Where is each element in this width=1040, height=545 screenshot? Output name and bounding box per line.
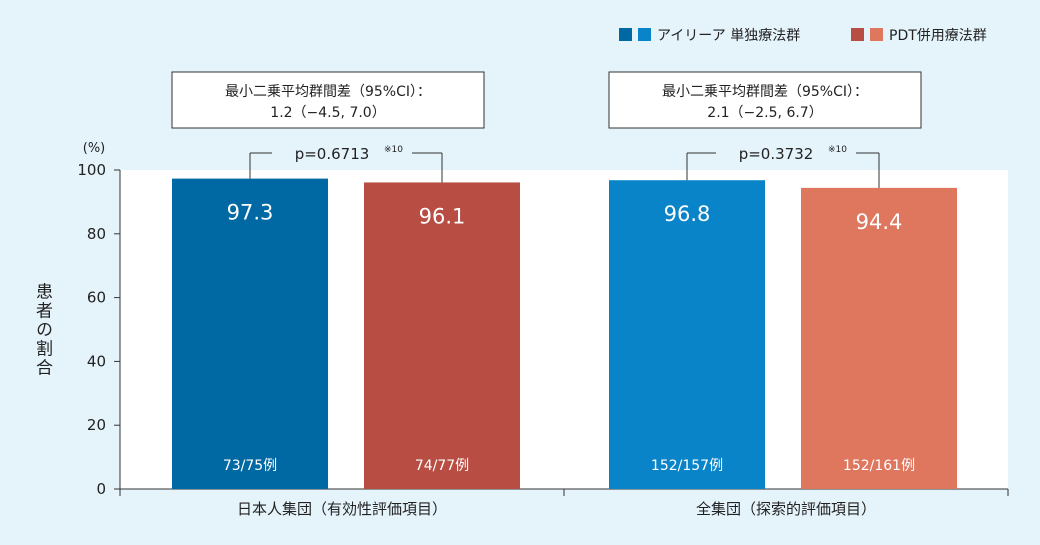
y-axis-title: 患者の割合 [32, 282, 53, 377]
bar-value-label: 96.1 [419, 204, 466, 228]
pvalue-footnote-ref: ※10 [384, 145, 403, 155]
y-tick-label: 80 [87, 225, 106, 243]
bar-count-label: 73/75例 [223, 458, 277, 474]
bar-count-label: 152/161例 [843, 458, 915, 474]
bar-count-label: 74/77例 [415, 458, 469, 474]
bar-count-label: 152/157例 [651, 458, 723, 474]
difference-note-line1: 最小二乗平均群間差（95%CI）： [662, 84, 868, 100]
legend-swatch [851, 28, 864, 41]
x-category-label: 全集団（探索的評価項目） [696, 500, 876, 518]
legend-label: PDT併用療法群 [889, 27, 987, 44]
bar-value-label: 97.3 [227, 201, 274, 225]
bar [801, 187, 957, 489]
legend-swatch [638, 28, 651, 41]
bar [364, 182, 520, 490]
y-tick-label: 60 [87, 289, 106, 307]
x-category-label: 日本人集団（有効性評価項目） [237, 500, 447, 518]
difference-note-line2: 2.1（−2.5, 6.7） [707, 105, 822, 121]
difference-note-line1: 最小二乗平均群間差（95%CI）： [225, 84, 431, 100]
y-tick-label: 100 [77, 161, 106, 179]
y-tick-label: 40 [87, 352, 106, 370]
legend-swatch [619, 28, 632, 41]
y-tick-label: 20 [87, 416, 106, 434]
y-unit-label: (%) [83, 141, 106, 156]
difference-note-box [171, 71, 485, 129]
bar-value-label: 94.4 [856, 210, 903, 234]
legend-label: アイリーア 単独療法群 [657, 27, 800, 44]
y-tick-label: 0 [96, 480, 106, 498]
pvalue-footnote-ref: ※10 [828, 145, 847, 155]
pvalue-label: p=0.6713 [295, 145, 370, 163]
bar [609, 180, 765, 489]
bar-value-label: 96.8 [664, 202, 711, 226]
legend-swatch [870, 28, 883, 41]
bar [172, 178, 328, 489]
pvalue-label: p=0.3732 [739, 145, 814, 163]
difference-note-line2: 1.2（−4.5, 7.0） [270, 105, 385, 121]
difference-note-box [608, 71, 922, 129]
